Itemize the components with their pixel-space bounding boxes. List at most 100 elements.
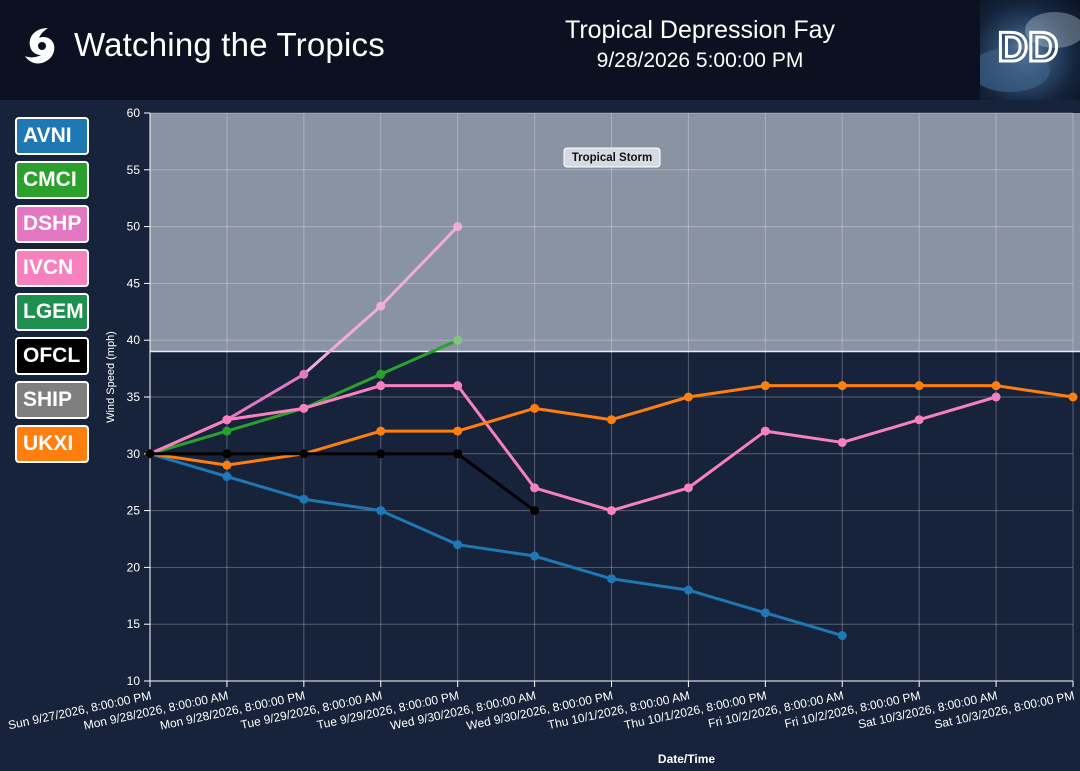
series-ukxi-segment: [225, 452, 306, 467]
y-tick-label: 35: [127, 390, 141, 404]
series-avni-segment: [610, 577, 690, 592]
series-cmci-point: [453, 335, 463, 345]
tropical-storm-label: Tropical Storm: [572, 152, 653, 164]
series-ukxi-point: [991, 381, 1001, 391]
series-ivcn-segment: [917, 395, 998, 422]
series-ivcn-point: [222, 415, 232, 425]
header-bar: Watching the Tropics Tropical Depression…: [0, 0, 1080, 100]
series-ukxi-point: [837, 381, 847, 391]
y-tick-label: 10: [127, 674, 141, 688]
series-ofcl-point: [376, 449, 386, 459]
y-tick-label: 60: [127, 106, 141, 120]
series-avni-point: [222, 472, 232, 482]
series-cmci-segment: [148, 429, 229, 456]
series-avni-point: [760, 608, 770, 618]
series-avni-point: [376, 506, 386, 516]
legend-item-avni[interactable]: AVNI: [15, 117, 89, 155]
series-ukxi-point: [530, 403, 540, 413]
storm-timestamp: 9/28/2026 5:00:00 PM: [596, 49, 804, 72]
series-avni-point: [607, 574, 616, 584]
series-cmci-point: [376, 369, 386, 379]
y-tick-label: 25: [127, 504, 141, 518]
series-avni-point: [299, 494, 309, 504]
legend-item-lgem[interactable]: LGEM: [15, 293, 89, 331]
series-avni-segment: [225, 475, 306, 501]
legend-item-cmci[interactable]: CMCI: [15, 161, 89, 199]
series-dshp-point: [376, 301, 386, 311]
series-avni-point: [530, 551, 540, 561]
series-ivcn-point: [683, 483, 693, 493]
y-tick-label: 30: [127, 447, 141, 461]
legend-item-ukxi[interactable]: UKXI: [15, 425, 89, 463]
series-ivcn-segment: [840, 418, 921, 444]
series-ivcn-segment: [533, 486, 613, 513]
series-cmci-point: [222, 426, 232, 436]
storm-name: Tropical Depression Fay: [564, 16, 835, 44]
series-ukxi-point: [760, 381, 770, 391]
x-axis-label: Date/Time: [658, 752, 715, 766]
model-legend: AVNI CMCI DSHP IVCN LGEM OFCL SHIP UKXI: [15, 117, 93, 469]
series-ivcn-point: [991, 392, 1001, 402]
series-ukxi-segment: [994, 384, 1075, 399]
tropical-storm-label-box: [563, 147, 661, 168]
series-ivcn-segment: [302, 384, 383, 410]
series-ivcn-point: [837, 437, 847, 447]
series-ofcl-segment: [456, 452, 537, 513]
series-ukxi-segment: [533, 406, 613, 422]
series-ofcl-point: [453, 449, 463, 459]
series-ukxi-segment: [610, 395, 690, 422]
series-ivcn-point: [914, 415, 924, 425]
series-avni-segment: [148, 452, 229, 479]
series-dshp-point: [453, 222, 463, 232]
series-ukxi-segment: [302, 429, 383, 456]
series-dshp-point: [299, 369, 309, 379]
series-ukxi-segment: [686, 384, 767, 399]
series-cmci-segment: [225, 406, 306, 433]
series-ukxi-point: [607, 415, 616, 425]
series-ivcn-point: [453, 381, 463, 391]
y-tick-label: 40: [127, 333, 141, 347]
series-ivcn-segment: [148, 418, 229, 456]
series-avni-point: [837, 631, 847, 641]
series-ofcl-point: [530, 506, 540, 516]
series-dshp-segment: [379, 225, 460, 308]
y-tick-label: 20: [127, 560, 141, 574]
series-avni-segment: [533, 554, 613, 581]
series-ukxi-point: [222, 460, 232, 470]
series-ofcl-point: [145, 449, 155, 459]
series-avni-segment: [302, 497, 383, 513]
y-tick-label: 15: [127, 617, 141, 631]
series-ivcn-point: [530, 483, 540, 493]
series-avni-point: [683, 585, 693, 595]
legend-item-dshp[interactable]: DSHP: [15, 205, 89, 243]
legend-item-ofcl[interactable]: OFCL: [15, 337, 89, 375]
y-tick-label: 45: [127, 276, 141, 290]
brand-logo: DD: [980, 0, 1080, 100]
series-ivcn-segment: [610, 486, 690, 513]
series-ivcn-segment: [686, 429, 767, 490]
series-avni-point: [453, 540, 463, 550]
series-dshp-segment: [225, 372, 306, 422]
series-ofcl-point: [299, 449, 309, 459]
legend-item-ivcn[interactable]: IVCN: [15, 249, 89, 287]
series-ivcn-segment: [225, 406, 306, 422]
series-ivcn-point: [376, 381, 386, 391]
series-cmci-segment: [302, 372, 383, 410]
series-ukxi-segment: [148, 452, 229, 467]
series-avni-segment: [456, 543, 537, 558]
series-avni-segment: [379, 509, 460, 547]
series-avni-segment: [686, 588, 767, 615]
series-ivcn-point: [607, 506, 616, 516]
series-dshp-segment: [302, 304, 383, 376]
series-ukxi-point: [453, 426, 463, 436]
series-ukxi-point: [914, 381, 924, 391]
series-cmci-segment: [379, 338, 460, 376]
y-tick-label: 50: [127, 220, 141, 234]
series-ivcn-point: [299, 403, 309, 413]
series-avni-segment: [763, 611, 844, 638]
series-ivcn-segment: [456, 384, 537, 490]
y-axis-label: Wind Speed (mph): [105, 331, 117, 423]
app-title: Watching the Tropics: [74, 26, 385, 63]
series-ofcl-point: [222, 449, 232, 459]
legend-item-ship[interactable]: SHIP: [15, 381, 89, 419]
